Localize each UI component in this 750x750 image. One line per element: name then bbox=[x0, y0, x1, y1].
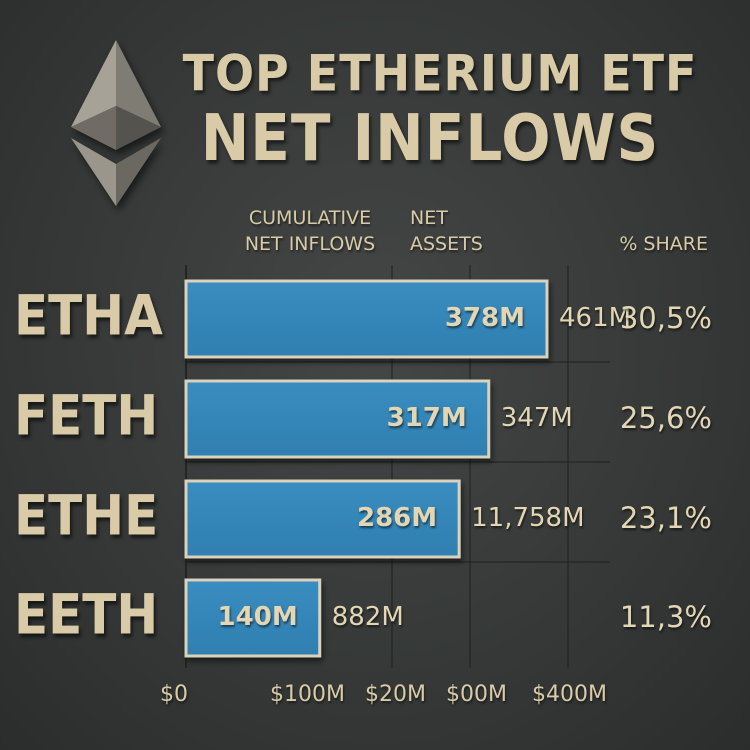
chart-title-line2: NET INFLOWS bbox=[200, 100, 660, 176]
x-tick-label: $20M bbox=[365, 682, 426, 707]
share-value: 23,1% bbox=[619, 501, 712, 535]
bar-value-label: 286M bbox=[356, 503, 438, 533]
column-header-share: % SHARE bbox=[619, 233, 708, 255]
bar-value-label: 317M bbox=[386, 403, 467, 433]
column-header-cumulative-line2: NET INFLOWS bbox=[244, 233, 376, 255]
category-label-feth: FETH bbox=[14, 384, 159, 448]
net-assets-value: 11,758M bbox=[471, 503, 585, 533]
bar-value-label: 140M bbox=[217, 602, 298, 632]
bar-feth bbox=[184, 379, 491, 459]
net-assets-value: 882M bbox=[331, 602, 404, 632]
column-header-net-assets-line2: ASSETS bbox=[410, 233, 483, 255]
x-tick-label: $100M bbox=[270, 682, 345, 707]
x-tick-label: $00M bbox=[446, 682, 507, 707]
column-header-net-assets-line1: NET bbox=[410, 207, 448, 229]
ethereum-icon bbox=[71, 40, 161, 206]
chart-title-line1: TOP ETHERIUM ETF bbox=[182, 43, 698, 103]
x-tick-label: $0 bbox=[160, 682, 188, 707]
bar-ethe bbox=[184, 479, 461, 559]
bar-eeth bbox=[184, 578, 322, 658]
column-header-cumulative: CUMULATIVE NET INFLOWS bbox=[240, 205, 380, 257]
category-label-ethe: ETHE bbox=[14, 484, 159, 548]
bar-etha bbox=[184, 279, 549, 359]
net-assets-value: 347M bbox=[500, 403, 573, 433]
x-tick-label: $400M bbox=[532, 682, 607, 707]
column-header-cumulative-line1: CUMULATIVE bbox=[248, 207, 372, 229]
bar-value-label: 378M bbox=[444, 303, 525, 333]
column-header-net-assets: NET ASSETS bbox=[410, 205, 483, 257]
share-value: 11,3% bbox=[619, 600, 712, 634]
category-label-eeth: EETH bbox=[14, 583, 159, 647]
share-value: 30,5% bbox=[619, 301, 712, 335]
category-label-etha: ETHA bbox=[14, 284, 163, 348]
share-value: 25,6% bbox=[619, 401, 712, 435]
net-assets-value: 461M bbox=[558, 303, 632, 333]
